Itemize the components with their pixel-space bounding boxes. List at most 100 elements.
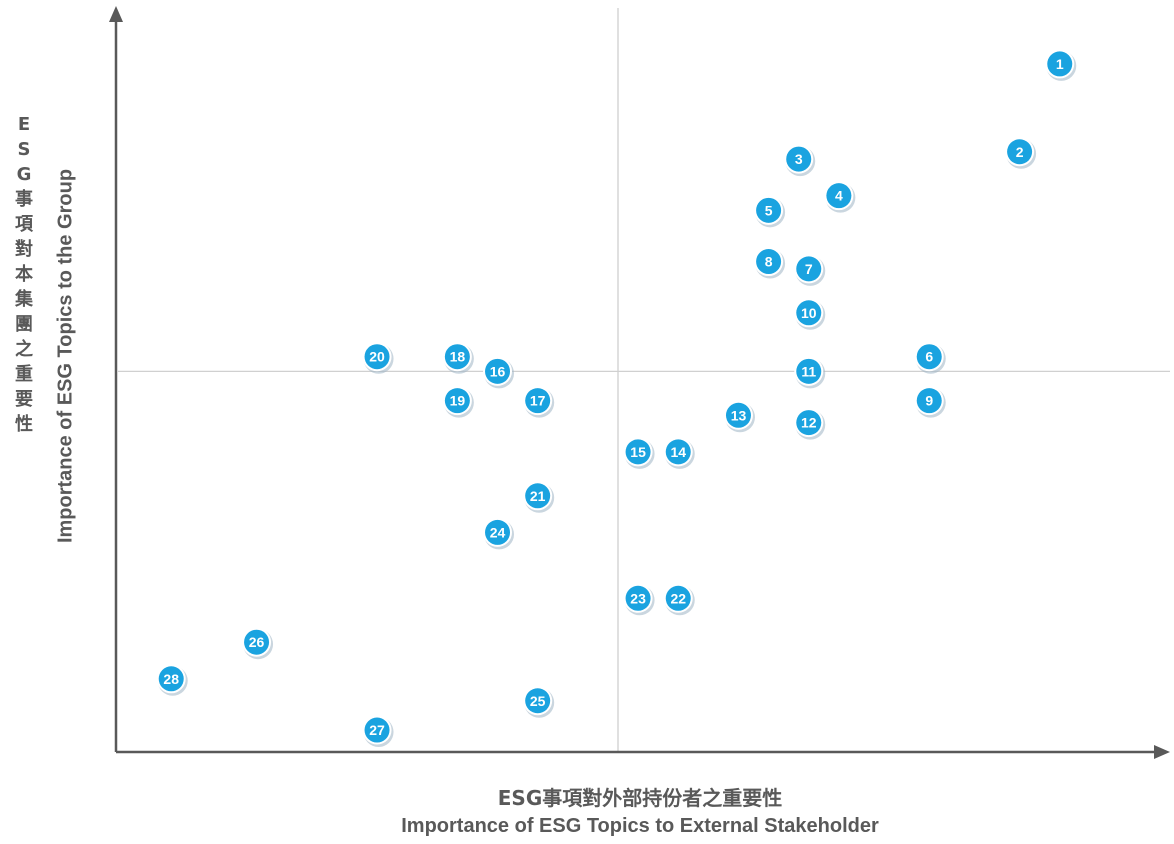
x-axis-label-zh: ESG事項對外部持份者之重要性 bbox=[497, 786, 783, 810]
point-label: 17 bbox=[530, 393, 546, 409]
y-axis-label-zh-char: 事 bbox=[15, 189, 33, 210]
y-axis-label-zh-char: 本 bbox=[15, 264, 33, 285]
point-label: 16 bbox=[490, 363, 506, 379]
y-axis-label-zh-char: G bbox=[16, 164, 32, 185]
marker bbox=[364, 344, 390, 370]
marker bbox=[364, 717, 390, 743]
marker bbox=[796, 358, 822, 384]
point-label: 25 bbox=[530, 693, 546, 709]
data-point-4: 4 bbox=[824, 181, 856, 213]
data-point-5: 5 bbox=[754, 195, 786, 228]
y-axis-label-zh-char: S bbox=[17, 139, 31, 160]
marker bbox=[625, 585, 651, 611]
marker bbox=[786, 146, 812, 172]
marker bbox=[796, 410, 822, 436]
marker bbox=[796, 300, 822, 326]
marker bbox=[158, 666, 184, 692]
data-point-21: 21 bbox=[523, 481, 555, 513]
data-point-3: 3 bbox=[784, 144, 816, 177]
marker bbox=[485, 358, 511, 384]
data-point-22: 22 bbox=[663, 583, 695, 616]
data-point-18: 18 bbox=[442, 342, 474, 374]
marker bbox=[1047, 51, 1073, 77]
x-axis-label-en: Importance of ESG Topics to External Sta… bbox=[401, 815, 879, 837]
point-label: 8 bbox=[765, 254, 773, 270]
y-axis-label-zh-char: 性 bbox=[15, 414, 33, 435]
point-label: 5 bbox=[765, 202, 773, 218]
data-point-1: 1 bbox=[1045, 49, 1077, 81]
marker bbox=[756, 249, 782, 275]
data-point-15: 15 bbox=[623, 437, 655, 469]
point-label: 4 bbox=[835, 188, 843, 204]
data-point-8: 8 bbox=[754, 247, 786, 279]
y-axis-arrow bbox=[109, 6, 123, 22]
point-label: 7 bbox=[805, 261, 813, 277]
data-point-10: 10 bbox=[794, 298, 826, 330]
marker bbox=[525, 483, 551, 509]
marker bbox=[665, 439, 691, 465]
data-point-11: 11 bbox=[794, 356, 826, 389]
marker bbox=[796, 256, 822, 282]
x-axis-arrow bbox=[1154, 745, 1170, 759]
marker bbox=[444, 344, 470, 370]
data-point-2: 2 bbox=[1005, 137, 1037, 169]
marker bbox=[756, 197, 782, 223]
data-point-23: 23 bbox=[623, 583, 655, 616]
data-point-13: 13 bbox=[723, 400, 755, 433]
marker bbox=[916, 388, 942, 414]
y-axis-label-zh-char: 重 bbox=[15, 364, 33, 385]
point-label: 2 bbox=[1016, 144, 1024, 160]
data-point-16: 16 bbox=[483, 356, 515, 389]
y-axis-label-zh-char: 之 bbox=[15, 339, 33, 360]
point-label: 9 bbox=[925, 393, 933, 409]
y-axis-label-zh-char: 對 bbox=[15, 239, 33, 260]
marker bbox=[665, 585, 691, 611]
point-label: 18 bbox=[450, 349, 466, 365]
data-point-25: 25 bbox=[523, 686, 555, 718]
data-point-17: 17 bbox=[523, 386, 555, 418]
marker bbox=[826, 183, 852, 209]
data-point-7: 7 bbox=[794, 254, 826, 286]
data-point-14: 14 bbox=[663, 437, 695, 469]
point-label: 23 bbox=[630, 590, 646, 606]
point-label: 10 bbox=[801, 305, 817, 321]
point-label: 14 bbox=[670, 444, 686, 460]
y-axis-label-zh-char: 團 bbox=[15, 314, 33, 335]
data-point-20: 20 bbox=[362, 342, 394, 374]
y-axis-label-zh-char: E bbox=[17, 114, 31, 135]
marker bbox=[525, 388, 551, 414]
marker bbox=[725, 402, 751, 428]
marker bbox=[244, 629, 270, 655]
data-point-6: 6 bbox=[914, 342, 946, 374]
point-label: 21 bbox=[530, 488, 546, 504]
point-label: 24 bbox=[490, 524, 506, 540]
point-label: 1 bbox=[1056, 56, 1064, 72]
point-label: 11 bbox=[801, 363, 816, 379]
point-label: 15 bbox=[630, 444, 646, 460]
data-point-12: 12 bbox=[794, 408, 826, 440]
data-point-26: 26 bbox=[242, 627, 274, 660]
marker bbox=[525, 688, 551, 714]
point-label: 3 bbox=[795, 151, 803, 167]
data-point-19: 19 bbox=[442, 386, 474, 418]
data-point-27: 27 bbox=[362, 715, 394, 748]
marker bbox=[444, 388, 470, 414]
y-axis-label-zh-char: 要 bbox=[15, 389, 33, 410]
data-point-24: 24 bbox=[483, 517, 515, 550]
point-label: 22 bbox=[670, 590, 686, 606]
y-axis-label-zh-char: 集 bbox=[15, 289, 33, 310]
marker bbox=[485, 519, 511, 545]
point-label: 6 bbox=[925, 349, 933, 365]
point-label: 28 bbox=[163, 671, 179, 687]
point-label: 19 bbox=[450, 393, 466, 409]
point-label: 20 bbox=[369, 349, 385, 365]
marker bbox=[1007, 139, 1033, 165]
data-point-28: 28 bbox=[156, 664, 188, 696]
marker bbox=[625, 439, 651, 465]
point-label: 26 bbox=[249, 634, 265, 650]
y-axis-label-en: Importance of ESG Topics to the Group bbox=[54, 168, 77, 544]
data-point-9: 9 bbox=[914, 386, 946, 418]
marker bbox=[916, 344, 942, 370]
